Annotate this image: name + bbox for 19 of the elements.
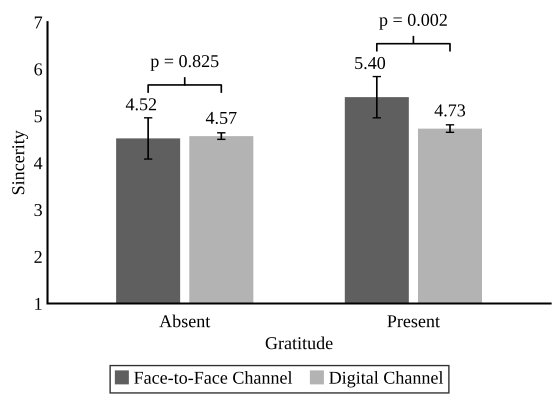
data-label: 4.52 (126, 98, 156, 110)
y-tick-label: 6 (34, 63, 42, 76)
y-tick-label: 3 (34, 204, 42, 216)
data-label: 5.40 (355, 56, 386, 70)
legend-label: Digital Channel (329, 371, 444, 388)
x-axis-title: Gratitude (266, 336, 333, 350)
data-label: 4.73 (434, 104, 466, 117)
y-tick-label: 4 (34, 157, 42, 170)
legend-label: Face-to-Face Channel (134, 371, 292, 384)
y-axis-title: Sincerity (12, 130, 28, 194)
y-tick-label: 1 (35, 298, 42, 310)
x-tick-label: Absent (159, 314, 210, 328)
x-tick-label: Present (387, 315, 440, 328)
y-tick-label: 2 (34, 250, 42, 263)
annotation: p = 0.825 (150, 55, 218, 71)
y-tick-label: 7 (34, 16, 42, 28)
annotation: p = 0.002 (379, 14, 447, 30)
y-tick-label: 5 (34, 110, 42, 122)
data-label: 4.57 (206, 112, 237, 124)
